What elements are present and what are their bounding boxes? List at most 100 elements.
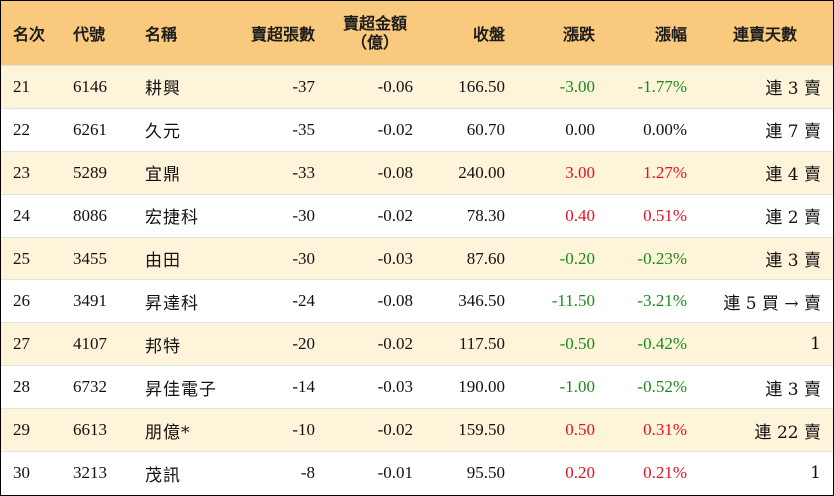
header-rank: 名次 — [13, 25, 46, 44]
rank-cell: 29 — [13, 420, 30, 440]
streak-cell: 連 3 賣 — [765, 251, 821, 271]
close-price-cell: 240.00 — [458, 162, 505, 182]
close-price-cell: 159.50 — [458, 420, 505, 440]
close-price-cell: 346.50 — [458, 291, 505, 311]
net-sell-amount-cell: -0.02 — [377, 334, 413, 354]
header-streak: 連賣天數 — [732, 25, 797, 44]
net-sell-lots-cell: -37 — [292, 76, 315, 96]
rank-cell: 21 — [13, 76, 30, 96]
streak-cell: 連 7 賣 — [765, 122, 821, 143]
net-sell-lots-cell: -14 — [292, 377, 315, 397]
rank-cell: 28 — [13, 377, 30, 397]
stock-name-cell: 耕興 — [145, 79, 181, 100]
header-close: 收盤 — [472, 25, 505, 44]
table-row[interactable]: 26 3491 昇達科 -24 -0.08 346.50 -11.50 -3.21% 連 5 買… — [1, 280, 833, 324]
rank-cell: 22 — [13, 119, 30, 139]
header-net-sell-amount-line2: （億） — [350, 33, 399, 52]
stock-name-cell: 邦特 — [145, 336, 181, 357]
streak-cell: 連 4 賣 — [765, 165, 821, 186]
table-row[interactable]: 29 6613 朋億* -10 -0.02 159.50 0.50 0.31% 連 22 賣 — [1, 409, 833, 453]
table-row[interactable]: 24 8086 宏捷科 -30 -0.02 78.30 0.40 0.51% 連 2 賣 — [1, 194, 833, 238]
net-sell-amount-cell: -0.01 — [377, 463, 413, 483]
stock-name-cell: 宏捷科 — [145, 208, 199, 229]
price-change-cell: 0.40 — [565, 205, 595, 225]
streak-cell: 連 3 賣 — [765, 379, 821, 400]
net-sell-lots-cell: -10 — [292, 420, 315, 440]
net-sell-lots-cell: -8 — [300, 463, 315, 483]
streak-cell: 連 22 賣 — [754, 422, 821, 443]
net-sell-amount-cell: -0.08 — [377, 291, 413, 311]
price-change-cell: -0.20 — [559, 248, 595, 268]
close-price-cell: 117.50 — [458, 334, 505, 354]
net-sell-amount-cell: -0.06 — [377, 76, 413, 96]
pct-change-cell: -1.77% — [637, 76, 687, 96]
net-sell-lots-cell: -35 — [292, 119, 315, 139]
streak-cell: 連 2 賣 — [765, 208, 821, 229]
table-row[interactable]: 30 3213 茂訊 -8 -0.01 95.50 0.20 0.21% 1 — [1, 452, 833, 495]
stock-code-cell: 4107 — [73, 334, 107, 354]
price-change-cell: -0.50 — [559, 334, 595, 354]
close-price-cell: 95.50 — [466, 463, 505, 483]
header-net-sell-lots: 賣超張數 — [250, 25, 315, 44]
table-row[interactable]: 27 4107 邦特 -20 -0.02 117.50 -0.50 -0.42% 1 — [1, 323, 833, 367]
close-price-cell: 166.50 — [458, 76, 505, 96]
stock-name-cell: 宜鼎 — [145, 165, 181, 186]
streak-cell: 1 — [810, 334, 821, 355]
table-body: 21 6146 耕興 -37 -0.06 166.50 -3.00 -1.77% 連 3 賣 22… — [1, 66, 833, 495]
net-sell-lots-cell: -30 — [292, 205, 315, 225]
table-row[interactable]: 23 5289 宜鼎 -33 -0.08 240.00 3.00 1.27% 連 4 賣 — [1, 151, 833, 195]
price-change-cell: 0.00 — [565, 119, 595, 139]
net-sell-amount-cell: -0.02 — [377, 205, 413, 225]
header-code: 代號 — [73, 25, 106, 44]
stock-code-cell: 6261 — [73, 119, 107, 139]
table-header: 名次 代號 名稱 賣超張數 賣超金額 （億） 收盤 漲跌 漲幅 連賣天數 — [1, 1, 833, 66]
header-pct-change: 漲幅 — [654, 25, 687, 44]
net-sell-amount-cell: -0.03 — [377, 377, 413, 397]
pct-change-cell: 0.21% — [643, 463, 687, 483]
stock-name-cell: 昇佳電子 — [145, 379, 217, 400]
price-change-cell: -3.00 — [559, 76, 595, 96]
table-row[interactable]: 22 6261 久元 -35 -0.02 60.70 0.00 0.00% 連 7 賣 — [1, 108, 833, 152]
price-change-cell: -11.50 — [551, 291, 595, 311]
pct-change-cell: -0.52% — [637, 377, 687, 397]
rank-cell: 26 — [13, 291, 30, 311]
close-price-cell: 190.00 — [458, 377, 505, 397]
streak-cell: 連 3 賣 — [765, 79, 821, 100]
close-price-cell: 87.60 — [466, 248, 505, 268]
streak-cell: 1 — [810, 463, 821, 484]
stock-code-cell: 8086 — [73, 205, 107, 225]
stock-code-cell: 6613 — [73, 420, 107, 440]
stock-name-cell: 昇達科 — [145, 293, 199, 314]
close-price-cell: 78.30 — [466, 205, 505, 225]
net-sell-amount-cell: -0.02 — [377, 420, 413, 440]
stock-code-cell: 5289 — [73, 162, 107, 182]
header-net-sell-amount: 賣超金額 （億） — [325, 1, 425, 65]
table-row[interactable]: 25 3455 由田 -30 -0.03 87.60 -0.20 -0.23% 連 3 賣 — [1, 237, 833, 281]
stock-name-cell: 朋億* — [145, 422, 191, 443]
rank-cell: 30 — [13, 463, 30, 483]
pct-change-cell: -0.23% — [637, 248, 687, 268]
stock-code-cell: 6732 — [73, 377, 107, 397]
net-sell-lots-cell: -20 — [292, 334, 315, 354]
net-sell-amount-cell: -0.03 — [377, 248, 413, 268]
stock-code-cell: 3455 — [73, 248, 107, 268]
net-sell-lots-cell: -33 — [292, 162, 315, 182]
pct-change-cell: 1.27% — [643, 162, 687, 182]
pct-change-cell: 0.51% — [643, 205, 687, 225]
close-price-cell: 60.70 — [466, 119, 505, 139]
table-row[interactable]: 28 6732 昇佳電子 -14 -0.03 190.00 -1.00 -0.52% 連 3 賣 — [1, 366, 833, 410]
header-net-sell-amount-line1: 賣超金額 — [342, 14, 407, 33]
table-row[interactable]: 21 6146 耕興 -37 -0.06 166.50 -3.00 -1.77% 連 3 賣 — [1, 66, 833, 109]
net-sell-lots-cell: -24 — [292, 291, 315, 311]
stock-name-cell: 茂訊 — [145, 465, 181, 486]
pct-change-cell: 0.31% — [643, 420, 687, 440]
price-change-cell: -1.00 — [559, 377, 595, 397]
net-sell-amount-cell: -0.08 — [377, 162, 413, 182]
net-sell-amount-cell: -0.02 — [377, 119, 413, 139]
stock-code-cell: 3491 — [73, 291, 107, 311]
stock-code-cell: 3213 — [73, 463, 107, 483]
pct-change-cell: 0.00% — [643, 119, 687, 139]
price-change-cell: 0.50 — [565, 420, 595, 440]
pct-change-cell: -3.21% — [637, 291, 687, 311]
rank-cell: 27 — [13, 334, 30, 354]
